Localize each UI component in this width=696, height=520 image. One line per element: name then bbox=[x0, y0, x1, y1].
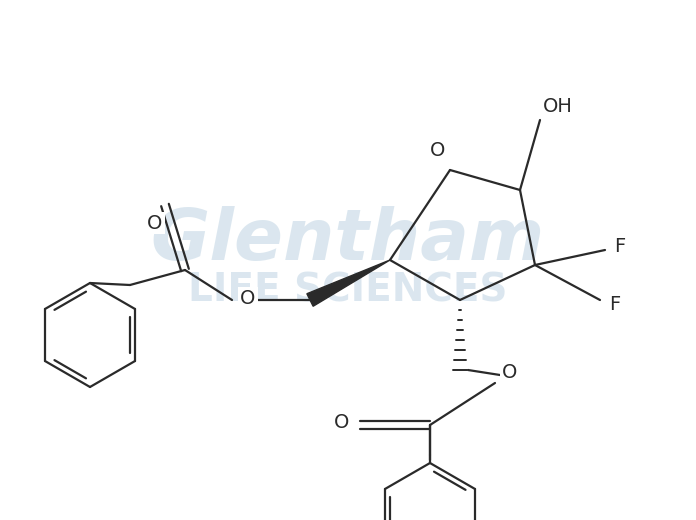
Text: F: F bbox=[610, 294, 621, 314]
Text: Glentham: Glentham bbox=[151, 205, 545, 275]
Text: O: O bbox=[240, 289, 255, 307]
Text: O: O bbox=[334, 413, 349, 433]
Text: F: F bbox=[615, 237, 626, 255]
Text: LIFE SCIENCES: LIFE SCIENCES bbox=[188, 271, 508, 309]
Text: O: O bbox=[148, 214, 163, 232]
Text: OH: OH bbox=[543, 97, 573, 115]
Polygon shape bbox=[307, 260, 390, 306]
Text: O: O bbox=[503, 363, 518, 383]
Text: O: O bbox=[430, 140, 445, 160]
